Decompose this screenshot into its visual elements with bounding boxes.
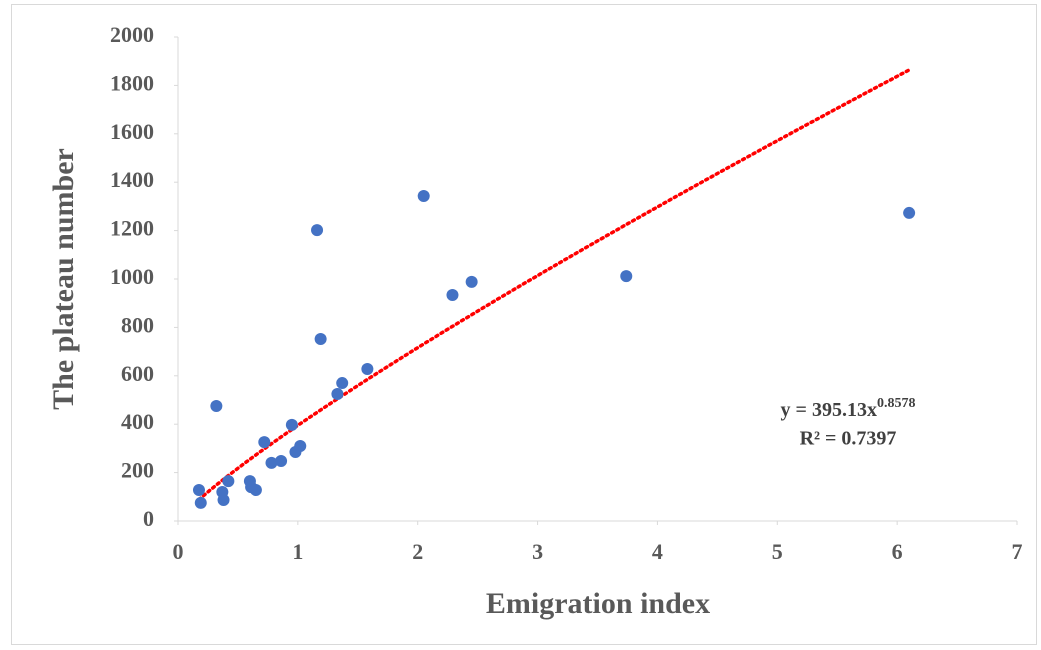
y-tick-label: 1200 [110,216,154,241]
scatter-point [903,206,916,219]
scatter-point [210,400,223,413]
x-tick-label: 3 [532,539,543,564]
y-tick-label: 0 [143,506,154,531]
x-tick-label: 0 [173,539,184,564]
scatter-point [258,436,271,449]
y-tick-label: 800 [121,312,154,337]
x-tick-label: 6 [892,539,903,564]
chart-frame [11,4,1037,645]
scatter-point [361,363,374,376]
y-tick-label: 1600 [110,119,154,144]
scatter-point [314,333,327,346]
y-axis-title: The plateau number [47,148,80,410]
y-tick-label: 600 [121,361,154,386]
scatter-point [417,189,430,202]
x-tick-label: 1 [292,539,303,564]
x-tick-label: 2 [412,539,423,564]
x-tick-label: 7 [1012,539,1023,564]
trend-r2: R² = 0.7397 [800,428,897,450]
scatter-point [465,275,478,288]
y-tick-label: 2000 [110,22,154,47]
y-tick-label: 400 [121,409,154,434]
scatter-point [249,484,262,497]
trend-equation: y = 395.13x0.8578 [781,396,916,420]
trendline [197,68,911,502]
scatter-point [285,418,298,431]
scatter-point [311,224,324,237]
y-tick-label: 200 [121,458,154,483]
scatter-point [446,288,459,301]
equation-base: y = 395.13x [781,399,877,421]
y-tick-label: 1000 [110,264,154,289]
y-tick-label: 1800 [110,70,154,95]
equation-exponent: 0.8578 [877,396,916,411]
scatter-point [265,456,278,469]
scatter-point [294,439,307,452]
scatter-point [194,496,207,509]
scatter-point [217,493,230,506]
scatter-point [275,454,288,467]
x-tick-label: 5 [772,539,783,564]
scatter-point [336,377,349,390]
x-tick-label: 4 [652,539,663,564]
scatter-point [192,484,205,497]
scatter-point [222,475,235,488]
scatter-point [331,387,344,400]
x-axis-title: Emigration index [486,587,710,620]
scatter-point [620,270,633,283]
y-tick-label: 1400 [110,167,154,192]
